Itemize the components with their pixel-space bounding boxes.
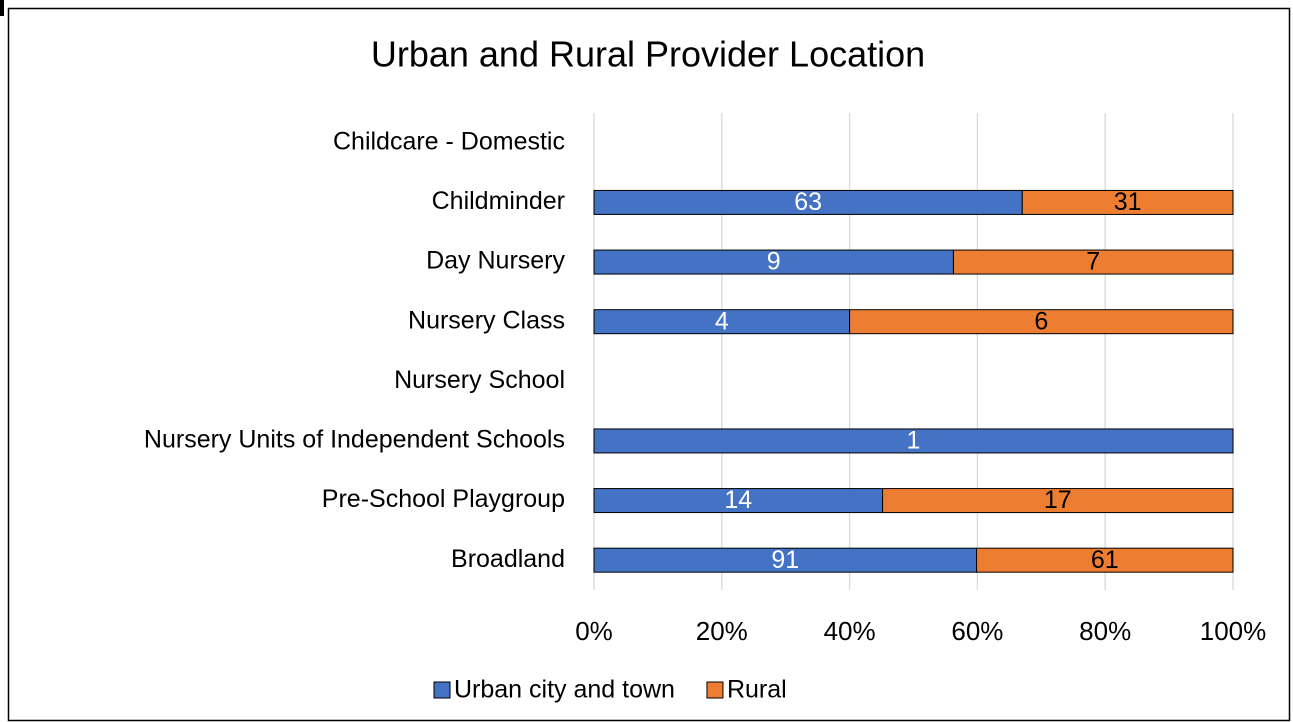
bar-segment	[593, 189, 1023, 215]
data-label: 9	[767, 248, 781, 276]
data-label: 63	[794, 188, 822, 216]
bar-segment	[849, 309, 1234, 335]
legend-label: Urban city and town	[454, 676, 675, 704]
legend-swatch	[706, 681, 724, 699]
bar-segment	[1021, 189, 1234, 215]
data-label: 1	[907, 427, 921, 455]
y-tick-label: Nursery School	[394, 366, 565, 394]
y-tick-label: Childminder	[432, 187, 565, 215]
x-tick-label: 0%	[575, 616, 613, 646]
y-tick-label: Broadland	[451, 545, 565, 573]
chart-frame	[7, 7, 1291, 722]
data-label: 14	[724, 486, 752, 514]
bar-segment	[593, 547, 978, 573]
y-tick-label: Nursery Class	[408, 306, 565, 334]
x-tick-label: 40%	[824, 616, 876, 646]
bar-segment	[593, 309, 851, 335]
data-label: 61	[1091, 546, 1119, 574]
data-label: 7	[1086, 248, 1100, 276]
y-tick-label: Day Nursery	[426, 247, 565, 275]
bar-segment	[882, 488, 1234, 514]
data-label: 17	[1044, 486, 1072, 514]
y-tick-label: Childcare - Domestic	[333, 127, 565, 155]
legend-label: Rural	[727, 676, 787, 704]
legend-swatch	[433, 681, 451, 699]
bar-segment	[976, 547, 1234, 573]
data-label: 6	[1034, 307, 1048, 335]
y-tick-label: Pre-School Playgroup	[322, 485, 565, 513]
bar-segment	[593, 428, 1234, 454]
data-label: 31	[1114, 188, 1142, 216]
corner-mark	[0, 0, 4, 16]
x-tick-label: 100%	[1200, 616, 1267, 646]
data-label: 91	[771, 546, 799, 574]
chart-title: Urban and Rural Provider Location	[371, 34, 925, 75]
x-tick-label: 20%	[696, 616, 748, 646]
y-tick-label: Nursery Units of Independent Schools	[144, 426, 565, 454]
x-tick-label: 80%	[1079, 616, 1131, 646]
bar-segment	[593, 488, 884, 514]
data-label: 4	[715, 307, 729, 335]
x-tick-label: 60%	[951, 616, 1003, 646]
bar-segment	[952, 249, 1234, 275]
